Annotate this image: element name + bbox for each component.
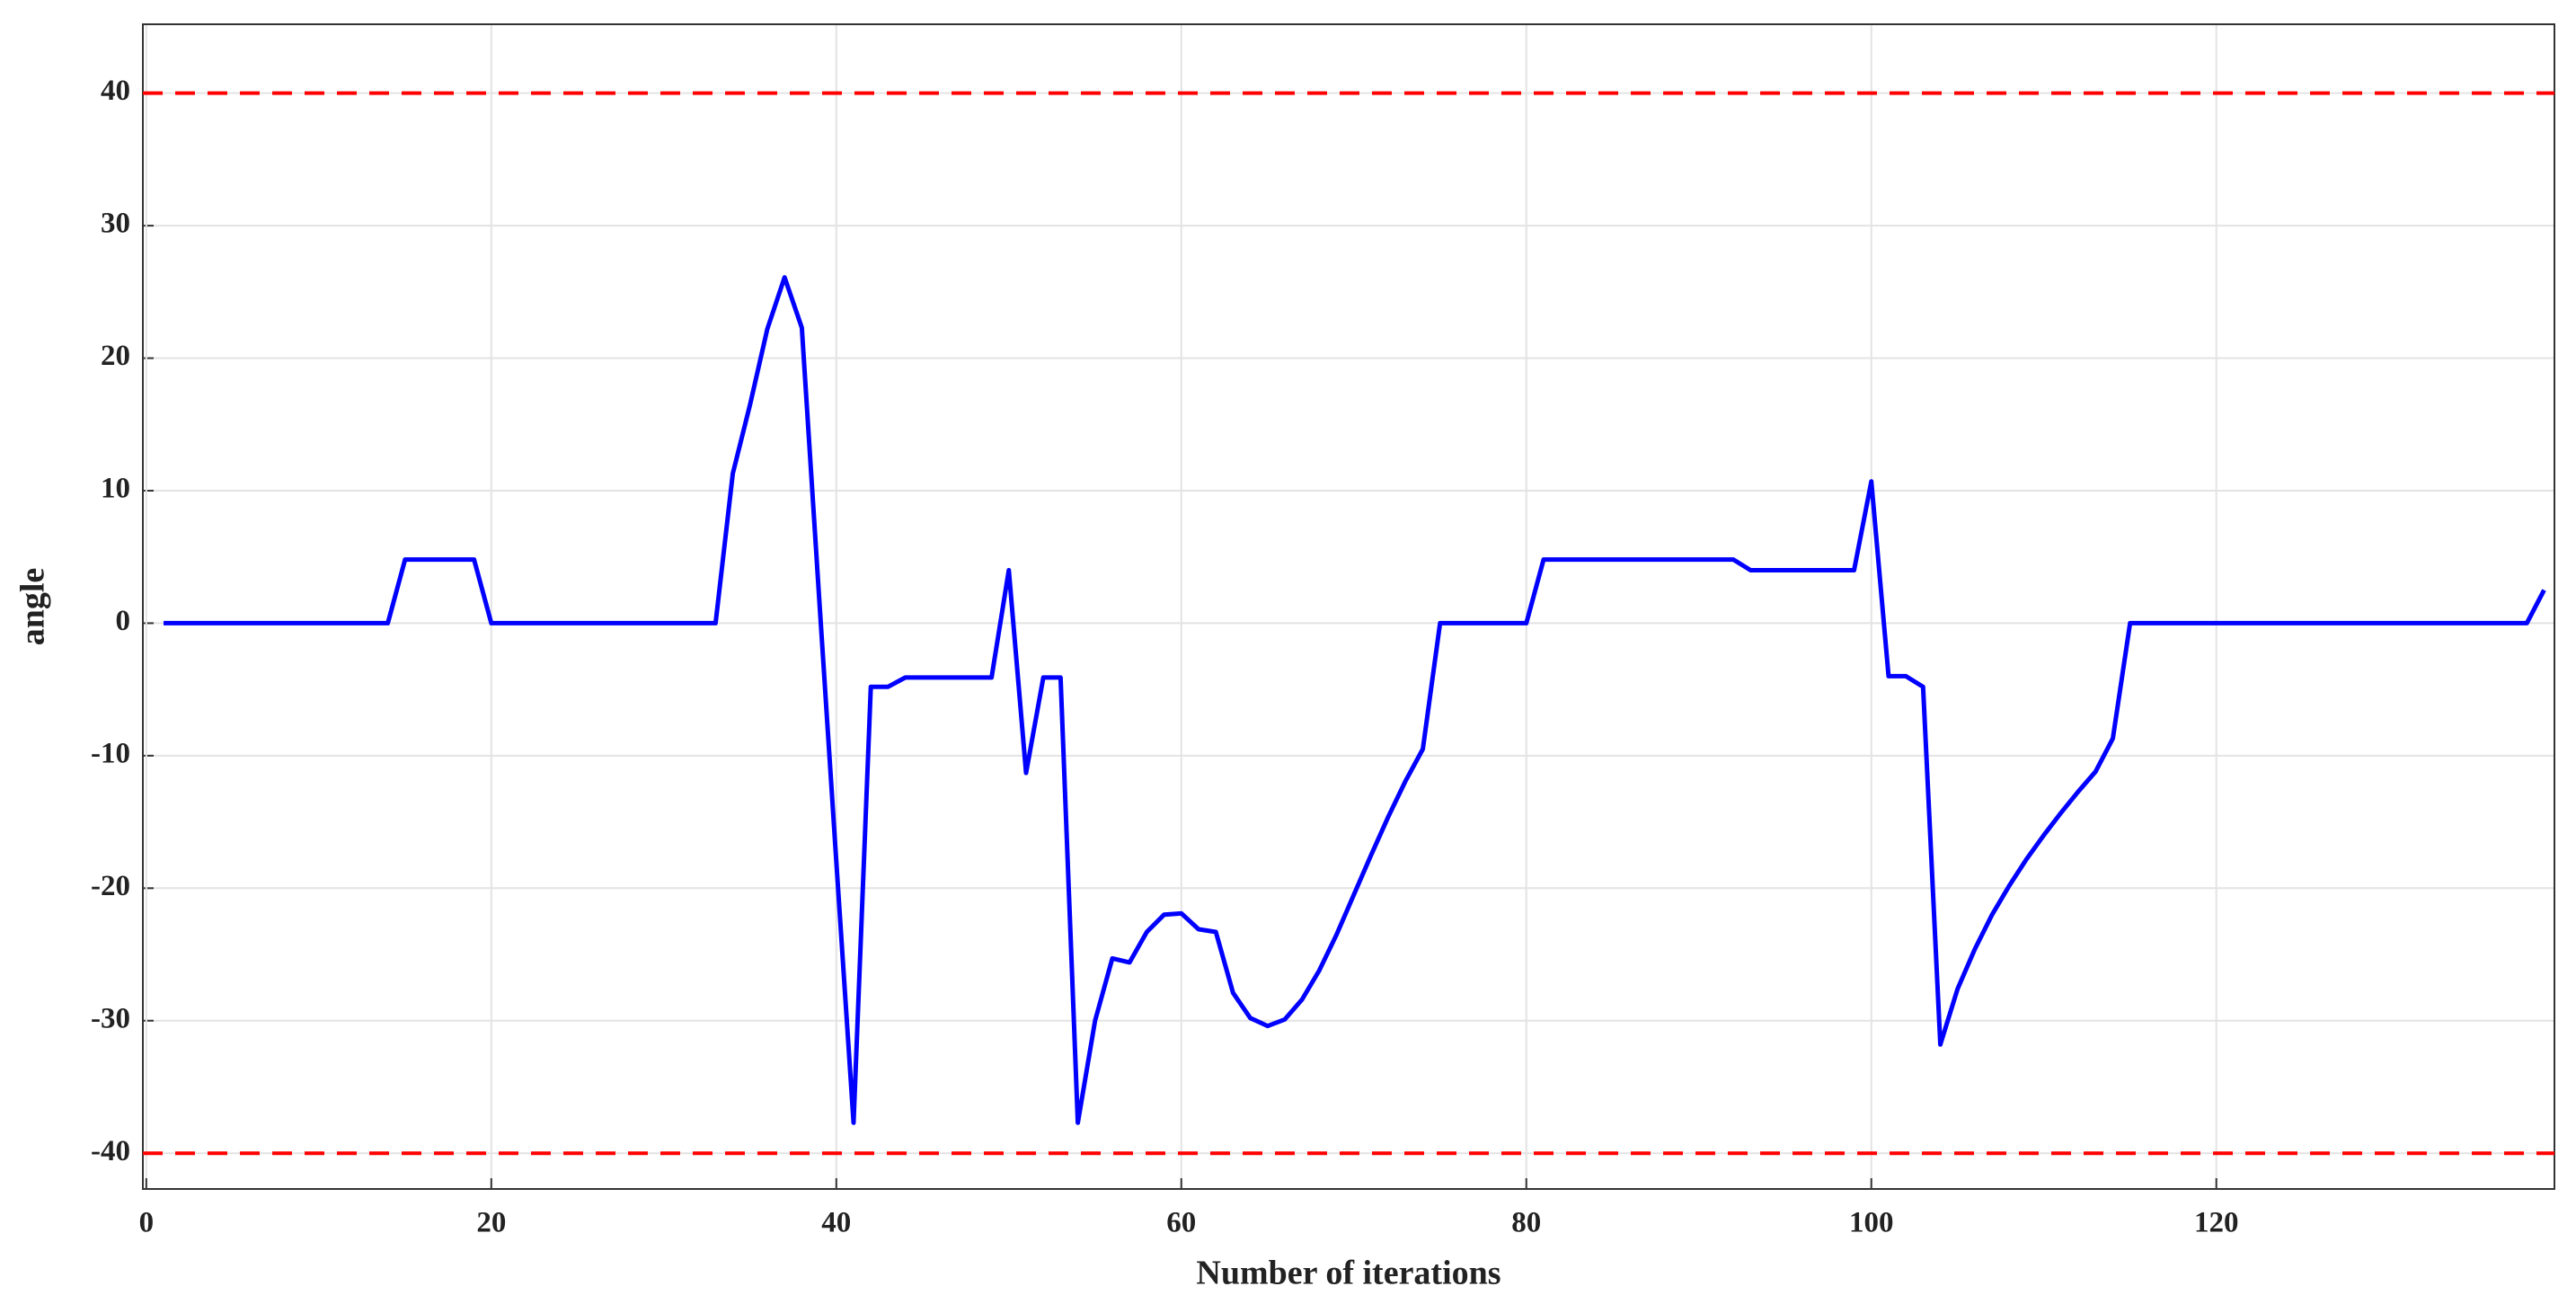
x-tick-label: 120: [2194, 1207, 2239, 1239]
y-tick-label: -40: [91, 1135, 130, 1167]
y-tick-label: -30: [91, 1002, 130, 1034]
x-tick-label: 20: [476, 1207, 506, 1239]
y-tick-label: -10: [91, 737, 130, 769]
plot-frame: [142, 23, 2555, 1190]
y-tick-label: 30: [101, 208, 130, 240]
x-tick-label: 0: [139, 1207, 155, 1239]
x-tick-label: 80: [1511, 1207, 1541, 1239]
data-line: [164, 275, 2546, 1125]
y-tick-label: -20: [91, 870, 130, 902]
x-tick-label: 100: [1849, 1207, 1894, 1239]
x-tick-label: 40: [821, 1207, 851, 1239]
y-tick-label: 40: [101, 75, 130, 107]
y-tick-label: 0: [116, 605, 131, 637]
y-axis-label: angle: [14, 568, 52, 646]
x-tick-label: 60: [1166, 1207, 1196, 1239]
y-tick-label: 10: [101, 473, 130, 505]
x-axis-label: Number of iterations: [1196, 1255, 1500, 1292]
y-tick-label: 20: [101, 340, 130, 372]
